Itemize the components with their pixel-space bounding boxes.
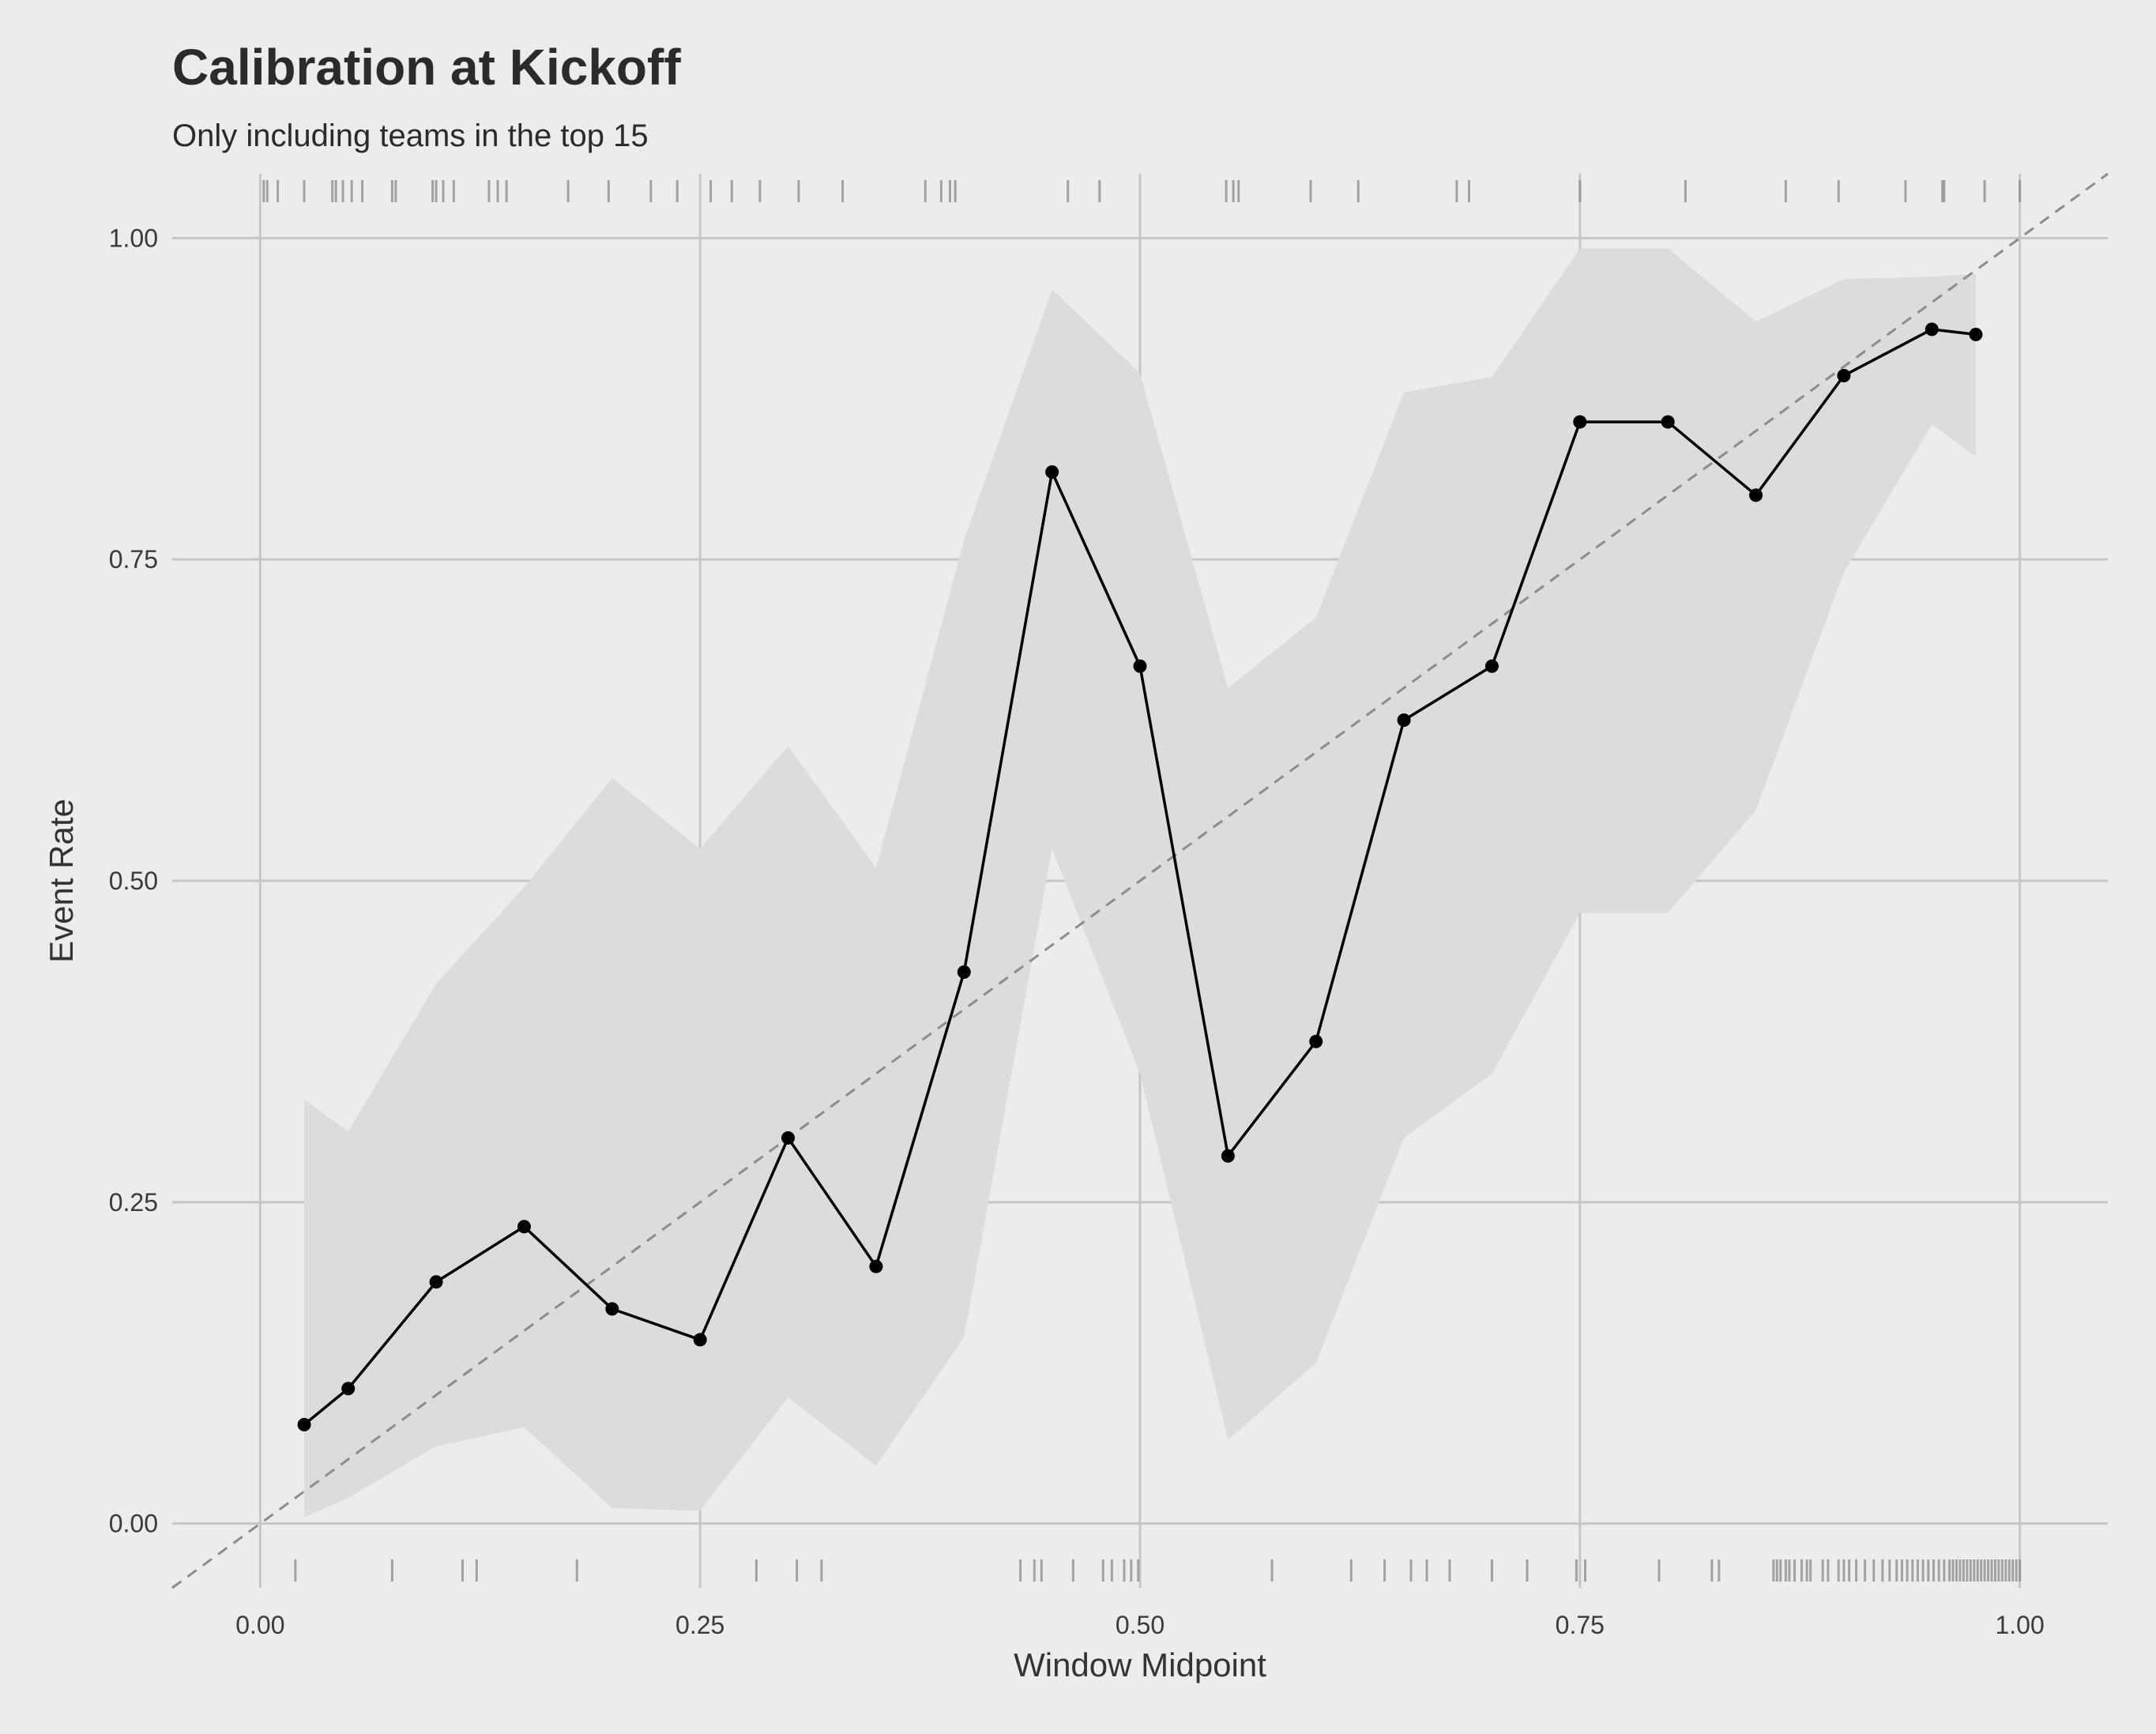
data-point-3 (517, 1220, 531, 1234)
data-point-15 (1573, 415, 1587, 429)
data-point-14 (1484, 659, 1499, 673)
data-point-7 (869, 1259, 883, 1273)
data-point-2 (429, 1275, 443, 1289)
data-point-5 (693, 1333, 707, 1347)
data-point-20 (1969, 327, 1983, 341)
data-point-19 (1925, 322, 1939, 337)
y-tick-label-2: 0.50 (109, 867, 158, 895)
data-point-10 (1133, 659, 1147, 673)
x-tick-label-3: 0.75 (1556, 1611, 1605, 1639)
rug-group (262, 180, 2022, 1582)
data-point-11 (1221, 1149, 1235, 1163)
x-axis-title: Window Midpoint (1014, 1646, 1266, 1683)
x-tick-label-4: 1.00 (1995, 1611, 2044, 1639)
confidence-ribbon (304, 248, 1976, 1518)
y-axis-title: Event Rate (43, 799, 80, 963)
reference-diagonal-line (171, 172, 2109, 1589)
data-point-9 (1045, 465, 1059, 480)
confidence-ribbon-group (304, 248, 1976, 1518)
data-point-6 (781, 1130, 796, 1145)
x-tick-label-0: 0.00 (235, 1611, 284, 1639)
chart-title: Calibration at Kickoff (172, 39, 681, 96)
y-tick-label-3: 0.75 (109, 545, 158, 574)
data-point-0 (297, 1417, 311, 1431)
data-point-1 (341, 1382, 356, 1396)
x-tick-label-1: 0.25 (675, 1611, 724, 1639)
data-point-16 (1661, 415, 1675, 429)
tick-labels: 0.00 0.25 0.50 0.75 1.00 0.00 0.25 0.50 0.75 1.00 (109, 224, 2045, 1639)
y-tick-label-4: 1.00 (109, 224, 158, 252)
chart-subtitle: Only including teams in the top 15 (172, 118, 649, 153)
data-point-4 (605, 1302, 619, 1316)
data-point-18 (1837, 368, 1851, 382)
reference-line-group (171, 172, 2109, 1589)
data-point-13 (1397, 713, 1411, 728)
data-point-12 (1309, 1034, 1323, 1048)
series-group (297, 322, 1983, 1431)
x-tick-label-2: 0.50 (1116, 1611, 1165, 1639)
data-point-8 (957, 965, 971, 980)
data-point-17 (1749, 488, 1763, 502)
y-tick-label-0: 0.00 (109, 1510, 158, 1538)
y-tick-label-1: 0.25 (109, 1188, 158, 1217)
